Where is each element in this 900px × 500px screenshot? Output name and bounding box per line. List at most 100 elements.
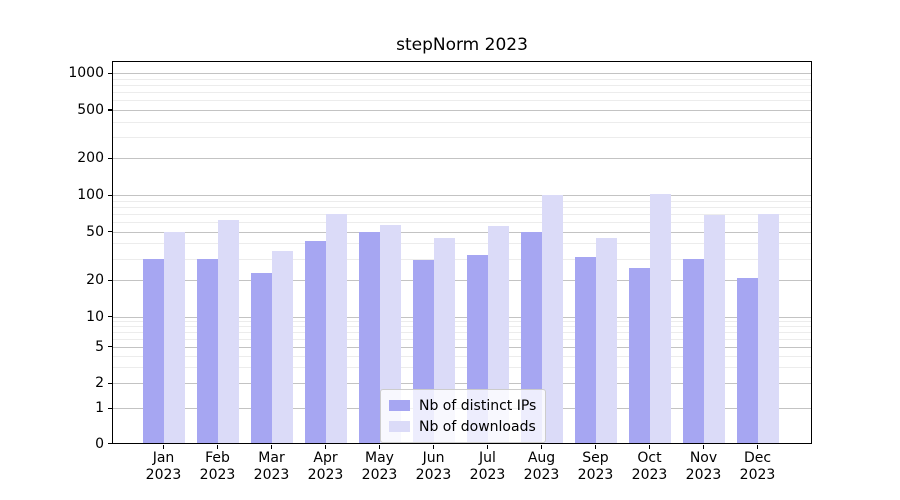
minor-gridline <box>113 136 811 138</box>
bar-distinct-ips <box>304 240 326 444</box>
x-tick-mark <box>540 444 543 449</box>
major-gridline <box>113 73 811 75</box>
bar-downloads <box>271 250 293 444</box>
major-gridline <box>113 316 811 318</box>
major-gridline <box>113 195 811 196</box>
legend: Nb of distinct IPs Nb of downloads <box>380 389 546 443</box>
minor-gridline <box>113 222 811 223</box>
y-tick-label: 10 <box>86 308 104 325</box>
major-gridline <box>113 109 811 111</box>
y-tick-mark <box>107 279 113 281</box>
x-tick-label: Feb 2023 <box>199 450 236 483</box>
major-gridline <box>113 383 811 385</box>
minor-gridline <box>113 258 811 260</box>
legend-swatch-downloads <box>389 421 410 432</box>
y-tick-label: 0 <box>95 435 104 452</box>
bar-distinct-ips <box>682 258 704 444</box>
minor-gridline <box>113 338 811 340</box>
y-tick-mark <box>107 109 113 111</box>
bar-distinct-ips <box>628 268 650 444</box>
y-tick-label: 1 <box>95 400 104 417</box>
y-tick-mark <box>107 316 113 318</box>
y-tick-label: 100 <box>77 187 104 203</box>
x-tick-label: Mar 2023 <box>253 450 290 483</box>
bar-downloads <box>325 213 347 444</box>
x-tick-label: Jan 2023 <box>145 450 182 483</box>
y-tick-label: 500 <box>77 101 104 118</box>
minor-gridline <box>113 200 811 202</box>
bar-distinct-ips <box>250 272 272 444</box>
x-tick-mark <box>486 444 489 449</box>
bar-downloads <box>649 194 671 444</box>
legend-label-downloads: Nb of downloads <box>419 418 536 435</box>
x-tick-mark <box>432 444 435 449</box>
x-tick-mark <box>378 444 381 449</box>
legend-item-downloads: Nb of downloads <box>389 416 537 437</box>
y-tick-label: 50 <box>86 223 104 240</box>
x-tick-label: Sep 2023 <box>577 450 614 483</box>
y-tick-label: 200 <box>77 150 104 167</box>
minor-gridline <box>113 92 811 94</box>
major-gridline <box>113 346 811 348</box>
y-tick-label: 5 <box>95 338 104 355</box>
x-tick-label: Apr 2023 <box>307 450 344 483</box>
major-gridline <box>113 158 811 160</box>
y-tick-mark <box>107 407 113 409</box>
x-tick-label: Aug 2023 <box>523 450 560 483</box>
y-tick-mark <box>107 72 113 74</box>
minor-gridline <box>113 326 811 328</box>
bar-downloads <box>163 231 185 444</box>
x-tick-mark <box>216 444 219 449</box>
x-tick-label: Dec 2023 <box>739 450 776 483</box>
minor-gridline <box>113 100 811 102</box>
major-gridline <box>113 231 811 233</box>
left-spine <box>112 60 114 445</box>
major-gridline <box>113 280 811 282</box>
x-tick-label: Oct 2023 <box>631 450 668 483</box>
y-tick-mark <box>107 157 113 160</box>
bar-downloads <box>703 214 725 444</box>
chart-title: stepNorm 2023 <box>396 35 528 55</box>
bar-distinct-ips <box>196 258 218 444</box>
y-tick-mark <box>107 443 113 445</box>
y-tick-mark <box>107 231 113 233</box>
x-tick-mark <box>270 444 273 449</box>
bar-downloads <box>541 194 563 444</box>
bar-distinct-ips <box>142 258 164 444</box>
bar-downloads <box>757 213 779 444</box>
x-tick-mark <box>756 444 759 449</box>
y-tick-label: 2 <box>95 375 104 392</box>
bar-distinct-ips <box>574 256 596 444</box>
bar-downloads <box>595 238 617 444</box>
minor-gridline <box>113 321 811 323</box>
y-tick-label: 1000 <box>68 65 104 82</box>
x-tick-label: Jun 2023 <box>415 450 452 483</box>
y-tick-label: 20 <box>86 272 104 289</box>
minor-gridline <box>113 121 811 123</box>
x-tick-label: Nov 2023 <box>685 450 722 483</box>
legend-swatch-distinct-ips <box>389 400 410 411</box>
x-tick-mark <box>324 444 327 449</box>
right-spine <box>810 60 812 445</box>
x-tick-label: May 2023 <box>361 450 398 483</box>
minor-gridline <box>113 367 811 369</box>
bar-distinct-ips <box>736 277 758 444</box>
legend-item-distinct-ips: Nb of distinct IPs <box>389 395 537 416</box>
x-tick-mark <box>594 444 597 449</box>
minor-gridline <box>113 243 811 245</box>
y-tick-mark <box>107 346 113 348</box>
minor-gridline <box>113 78 811 80</box>
x-tick-mark <box>648 444 651 449</box>
minor-gridline <box>113 332 811 334</box>
x-tick-label: Jul 2023 <box>469 450 506 483</box>
minor-gridline <box>113 206 811 208</box>
bottom-spine <box>112 443 812 445</box>
minor-gridline <box>113 213 811 215</box>
plot-area <box>113 61 811 444</box>
legend-label-distinct-ips: Nb of distinct IPs <box>419 397 537 414</box>
minor-gridline <box>113 85 811 87</box>
x-tick-mark <box>702 444 705 449</box>
minor-gridline <box>113 355 811 357</box>
y-tick-mark <box>107 194 113 196</box>
